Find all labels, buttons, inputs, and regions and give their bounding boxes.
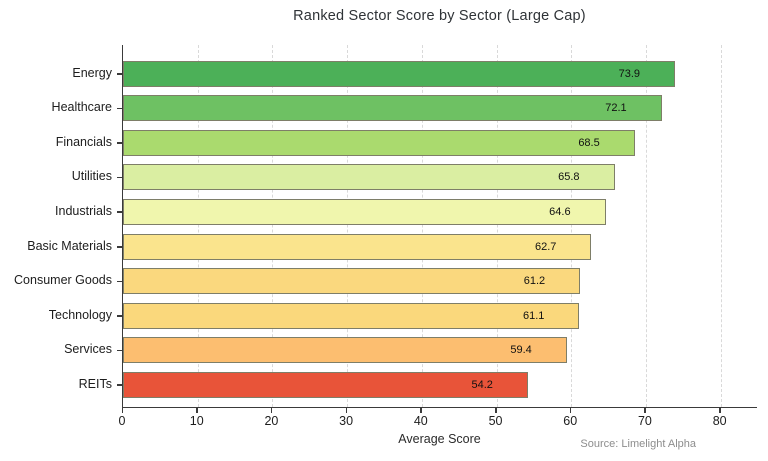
gridline-20 [272,45,274,407]
x-tick-60 [569,408,572,413]
y-tick-healthcare [117,107,122,110]
gridline-40 [421,45,423,407]
x-tick-50 [495,408,497,413]
y-tick-technology [117,315,122,317]
x-tick-20 [270,408,273,413]
y-tick-basic-materials [117,246,122,248]
x-tick-label-20: 20 [264,414,279,428]
bar-energy: 73.9 [123,60,676,87]
x-tick-70 [644,408,646,413]
bar-value-energy: 73.9 [618,67,641,80]
bar-value-industrials: 64.6 [549,205,571,218]
x-tick-label-70: 70 [637,414,652,428]
bar-industrials: 64.6 [123,198,606,225]
y-label-services: Services [64,342,112,357]
y-label-industrials: Industrials [55,203,112,218]
y-tick-energy [117,73,122,75]
y-label-utilities: Utilities [71,169,112,184]
bar-value-utilities: 65.8 [558,171,580,184]
bar-value-financials: 68.5 [578,136,600,149]
source-note: Source: Limelight Alpha [580,438,696,450]
bar-healthcare: 72.1 [123,95,662,122]
y-tick-financials [117,142,122,144]
bar-reits: 54.2 [123,371,528,398]
y-label-consumer-goods: Consumer Goods [14,273,112,288]
x-tick-label-80: 80 [712,414,727,428]
x-tick-40 [420,408,422,413]
bar-basic-materials: 62.7 [123,233,592,260]
bar-value-healthcare: 72.1 [605,102,627,115]
x-tick-80 [719,408,721,413]
y-label-healthcare: Healthcare [51,100,112,115]
x-tick-30 [345,408,348,413]
bar-technology: 61.1 [123,302,580,329]
gridline-30 [347,45,349,407]
x-tick-10 [196,408,198,413]
y-label-financials: Financials [55,134,112,149]
gridline-80 [720,45,722,407]
x-tick-label-30: 30 [339,414,354,428]
bar-value-technology: 61.1 [523,309,545,322]
gridline-70 [645,45,647,407]
x-tick-label-0: 0 [118,414,126,428]
x-tick-0 [121,408,123,413]
bar-value-services: 59.4 [510,344,532,357]
x-tick-label-60: 60 [563,414,578,428]
bar-services: 59.4 [123,337,567,364]
x-axis-title: Average Score [398,432,481,446]
y-label-technology: Technology [48,307,112,322]
gridline-60 [571,45,573,407]
x-tick-label-10: 10 [189,414,204,428]
y-label-energy: Energy [72,65,112,80]
plot-area: 73.9 72.1 68.5 65.8 64.6 62.7 61.2 61.1 59.4 54.2 [122,45,757,408]
bar-consumer-goods: 61.2 [123,268,581,295]
y-tick-services [117,349,122,352]
bar-value-consumer-goods: 61.2 [523,275,546,288]
x-tick-label-40: 40 [413,414,428,428]
gridline-50 [496,45,498,407]
bar-value-basic-materials: 62.7 [534,240,557,253]
bar-value-reits: 54.2 [471,378,493,391]
x-tick-label-50: 50 [488,414,503,428]
y-tick-consumer-goods [117,280,122,283]
y-label-basic-materials: Basic Materials [27,238,112,253]
chart-title: Ranked Sector Score by Sector (Large Cap… [293,8,586,24]
y-tick-reits [117,384,122,386]
bar-financials: 68.5 [123,129,635,156]
y-label-reits: REITs [78,376,112,391]
bar-utilities: 65.8 [123,164,615,191]
gridline-10 [197,45,199,407]
y-tick-industrials [117,211,122,213]
y-tick-utilities [117,176,122,179]
